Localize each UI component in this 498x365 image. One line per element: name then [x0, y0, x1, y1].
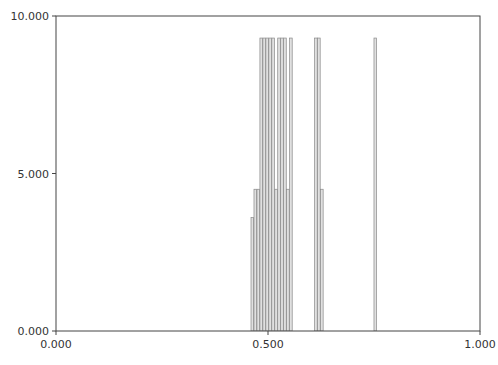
x-tick: [480, 331, 481, 335]
bar: [321, 189, 324, 331]
x-tick: [56, 331, 57, 335]
bar: [269, 38, 272, 331]
bar: [278, 38, 281, 331]
x-tick: [268, 331, 269, 335]
y-tick: [52, 331, 56, 332]
x-tick-label: 0.000: [40, 338, 72, 351]
bar: [251, 218, 254, 331]
bar: [263, 38, 266, 331]
bar: [290, 38, 293, 331]
bar: [315, 38, 318, 331]
bar: [284, 38, 287, 331]
bar: [257, 189, 260, 331]
bar: [272, 38, 275, 331]
bar: [287, 189, 290, 331]
x-tick-label: 0.500: [252, 338, 284, 351]
chart-container: 0.000 0.500 1.000 0.000 5.000 10.000: [0, 0, 498, 365]
plot-frame: [56, 16, 480, 331]
bar: [318, 38, 321, 331]
x-tick-label: 1.000: [464, 338, 496, 351]
bar: [281, 38, 284, 331]
y-tick-label: 0.000: [18, 325, 50, 338]
y-tick-label: 10.000: [11, 10, 50, 23]
bars: [251, 38, 377, 331]
bar: [275, 189, 278, 331]
y-tick: [52, 173, 56, 174]
bar: [266, 38, 269, 331]
bar: [260, 38, 263, 331]
y-tick-label: 5.000: [18, 168, 50, 181]
bar: [374, 38, 377, 331]
bar: [254, 189, 257, 331]
chart: 0.000 0.500 1.000 0.000 5.000 10.000: [0, 0, 498, 365]
y-tick: [52, 16, 56, 17]
